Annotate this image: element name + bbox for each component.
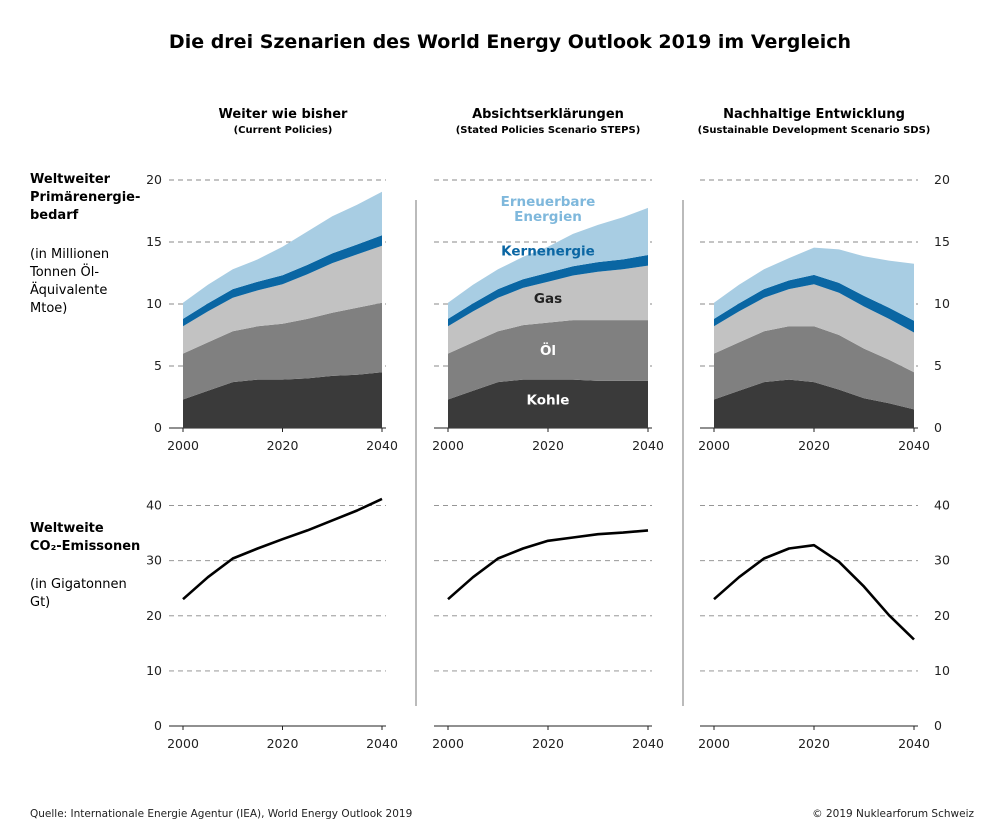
co2-xtick-steps-2000: 2000 bbox=[432, 736, 464, 751]
co2-xtick-current-2020: 2020 bbox=[267, 736, 299, 751]
co2-line-steps bbox=[447, 529, 649, 601]
energy-row-label-3: bedarf bbox=[30, 208, 79, 223]
co2-ytick-right-0: 0 bbox=[934, 718, 942, 733]
energy-ytick-right-15: 15 bbox=[934, 234, 950, 249]
energy-xtick-sds-2000: 2000 bbox=[698, 438, 730, 453]
co2-row-label-2: CO₂-Emissonen bbox=[30, 539, 140, 554]
area-oel-sds bbox=[714, 326, 914, 410]
panel-subtitle-sds: (Sustainable Development Scenario SDS) bbox=[698, 125, 931, 136]
co2-xtick-sds-2040: 2040 bbox=[898, 736, 930, 751]
panel-subtitle-steps: (Stated Policies Scenario STEPS) bbox=[456, 125, 641, 136]
energy-ytick-left-5: 5 bbox=[154, 358, 162, 373]
energy-unit-2: Tonnen Öl- bbox=[29, 263, 99, 280]
panel-title-steps: Absichtserklärungen bbox=[472, 107, 624, 122]
source-note: Quelle: Internationale Energie Agentur (… bbox=[30, 808, 412, 820]
co2-ytick-left-40: 40 bbox=[146, 498, 162, 513]
series-label-gas-3: Gas bbox=[534, 291, 562, 307]
co2-xtick-sds-2000: 2000 bbox=[698, 736, 730, 751]
panel-title-current: Weiter wie bisher bbox=[219, 107, 348, 122]
co2-line-sds bbox=[713, 543, 915, 641]
co2-xtick-steps-2040: 2040 bbox=[632, 736, 664, 751]
series-label-erneuerbare-0: Erneuerbare bbox=[501, 194, 596, 210]
area-gas-current bbox=[183, 245, 382, 354]
series-label-erneuerbare-1: Energien bbox=[514, 209, 582, 225]
co2-row-label-1: Weltweite bbox=[30, 521, 104, 536]
area-oel-steps bbox=[448, 320, 648, 400]
area-gas-steps bbox=[448, 265, 648, 354]
co2-ytick-right-30: 30 bbox=[934, 553, 950, 568]
series-label-kohle-5: Kohle bbox=[527, 392, 570, 408]
energy-xtick-current-2020: 2020 bbox=[267, 438, 299, 453]
co2-xtick-current-2040: 2040 bbox=[366, 736, 398, 751]
energy-ytick-left-10: 10 bbox=[146, 296, 162, 311]
area-gas-sds bbox=[714, 284, 914, 373]
area-erneuerbare-current bbox=[183, 191, 382, 319]
energy-row-label-2: Primärenergie- bbox=[30, 190, 140, 205]
energy-xtick-steps-2020: 2020 bbox=[532, 438, 564, 453]
co2-ytick-left-0: 0 bbox=[154, 718, 162, 733]
energy-ytick-right-20: 20 bbox=[934, 172, 950, 187]
energy-ytick-right-5: 5 bbox=[934, 358, 942, 373]
area-erneuerbare-steps bbox=[448, 207, 648, 319]
co2-ytick-right-40: 40 bbox=[934, 498, 950, 513]
co2-xtick-steps-2020: 2020 bbox=[532, 736, 564, 751]
energy-xtick-current-2040: 2040 bbox=[366, 438, 398, 453]
co2-ytick-left-30: 30 bbox=[146, 553, 162, 568]
area-kernenergie-current bbox=[183, 235, 382, 327]
co2-line-current bbox=[182, 497, 383, 601]
chart-title: Die drei Szenarien des World Energy Outl… bbox=[169, 31, 851, 53]
area-oel-current bbox=[183, 302, 382, 400]
energy-ytick-right-0: 0 bbox=[934, 420, 942, 435]
energy-ytick-left-15: 15 bbox=[146, 234, 162, 249]
series-label-kernenergie-2: Kernenergie bbox=[501, 244, 595, 260]
area-kernenergie-sds bbox=[714, 274, 914, 333]
energy-unit-4: Mtoe) bbox=[30, 301, 67, 316]
energy-xtick-steps-2000: 2000 bbox=[432, 438, 464, 453]
energy-ytick-right-10: 10 bbox=[934, 296, 950, 311]
co2-ytick-right-10: 10 bbox=[934, 663, 950, 678]
co2-ytick-right-20: 20 bbox=[934, 608, 950, 623]
energy-xtick-steps-2040: 2040 bbox=[632, 438, 664, 453]
co2-xtick-current-2000: 2000 bbox=[167, 736, 199, 751]
energy-unit-3: Äquivalente bbox=[30, 282, 107, 298]
co2-unit-1: (in Gigatonnen bbox=[30, 577, 127, 592]
energy-xtick-current-2000: 2000 bbox=[167, 438, 199, 453]
energy-xtick-sds-2040: 2040 bbox=[898, 438, 930, 453]
energy-unit-1: (in Millionen bbox=[30, 247, 109, 262]
panel-title-sds: Nachhaltige Entwicklung bbox=[723, 107, 905, 122]
area-kohle-current bbox=[183, 372, 382, 428]
energy-ytick-left-20: 20 bbox=[146, 172, 162, 187]
area-kernenergie-steps bbox=[448, 255, 648, 327]
copyright-note: © 2019 Nuklearforum Schweiz bbox=[812, 808, 974, 820]
co2-ytick-left-20: 20 bbox=[146, 608, 162, 623]
area-erneuerbare-sds bbox=[714, 247, 914, 321]
series-label-oel-4: Öl bbox=[540, 341, 556, 359]
area-kohle-sds bbox=[714, 379, 914, 428]
energy-row-label-1: Weltweiter bbox=[30, 172, 111, 187]
energy-ytick-left-0: 0 bbox=[154, 420, 162, 435]
panel-subtitle-current: (Current Policies) bbox=[234, 125, 333, 136]
energy-xtick-sds-2020: 2020 bbox=[798, 438, 830, 453]
co2-unit-2: Gt) bbox=[30, 595, 50, 610]
co2-ytick-left-10: 10 bbox=[146, 663, 162, 678]
area-kohle-steps bbox=[448, 379, 648, 428]
co2-xtick-sds-2020: 2020 bbox=[798, 736, 830, 751]
